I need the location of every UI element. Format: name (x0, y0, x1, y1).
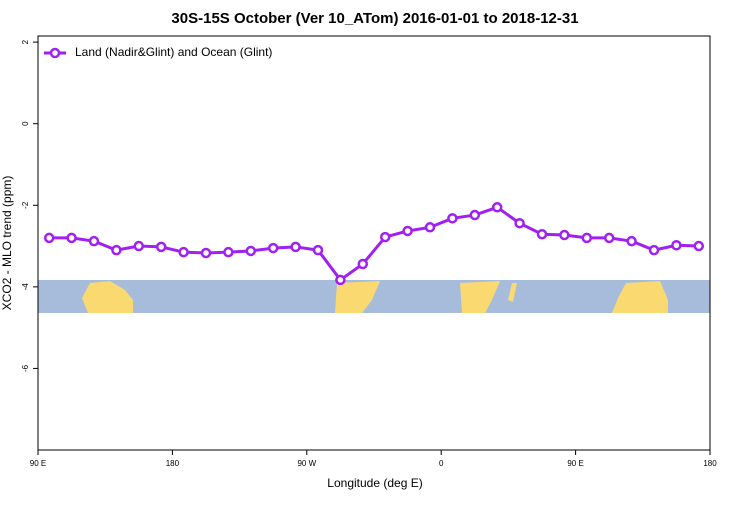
data-point (447, 213, 458, 224)
data-point (223, 246, 234, 258)
data-point (312, 244, 324, 256)
y-tick-label: 0 (21, 121, 30, 126)
y-tick-label: -2 (21, 201, 30, 209)
data-point (626, 235, 637, 247)
data-point (514, 217, 525, 229)
y-tick-label: -4 (21, 283, 30, 291)
x-tick-label: 180 (703, 459, 717, 468)
y-tick-label: 2 (21, 39, 30, 44)
data-point (200, 247, 212, 259)
data-point (43, 232, 55, 244)
data-point (402, 225, 413, 237)
data-point (379, 231, 391, 243)
x-tick-label: 0 (439, 459, 444, 468)
data-point (671, 239, 682, 251)
data-point (335, 274, 346, 286)
y-tick-label: -6 (21, 364, 30, 372)
data-point (111, 244, 122, 256)
legend: Land (Nadir&Glint) and Ocean (Glint) (44, 45, 272, 59)
data-point (581, 232, 593, 244)
plot-frame (37, 35, 711, 451)
x-tick-label: 90 E (567, 459, 583, 468)
data-point (178, 246, 189, 258)
x-axis-label: Longitude (deg E) (327, 476, 422, 490)
legend-label: Land (Nadir&Glint) and Ocean (Glint) (75, 45, 272, 59)
data-point (536, 228, 548, 240)
data-point (290, 241, 301, 253)
data-point (648, 244, 660, 256)
data-point (469, 209, 481, 221)
data-point (559, 229, 570, 241)
data-point (693, 240, 705, 252)
data-point (245, 245, 257, 257)
chart-title: 30S-15S October (Ver 10_ATom) 2016-01-01… (171, 10, 578, 27)
data-point (424, 222, 436, 233)
y-axis-label: XCO2 - MLO trend (ppm) (0, 176, 14, 311)
x-tick-label: 90 E (30, 459, 46, 468)
data-point (603, 232, 615, 244)
data-point (133, 240, 145, 252)
data-point (491, 202, 503, 213)
legend-marker (49, 47, 61, 59)
data-point (357, 258, 369, 270)
data-point (88, 235, 100, 247)
x-tick-label: 90 W (297, 459, 316, 468)
series-line (49, 205, 699, 282)
map-strip (38, 280, 710, 313)
x-tick-label: 180 (166, 459, 180, 468)
data-point (66, 232, 77, 244)
data-point (155, 241, 167, 253)
data-point (267, 242, 279, 254)
